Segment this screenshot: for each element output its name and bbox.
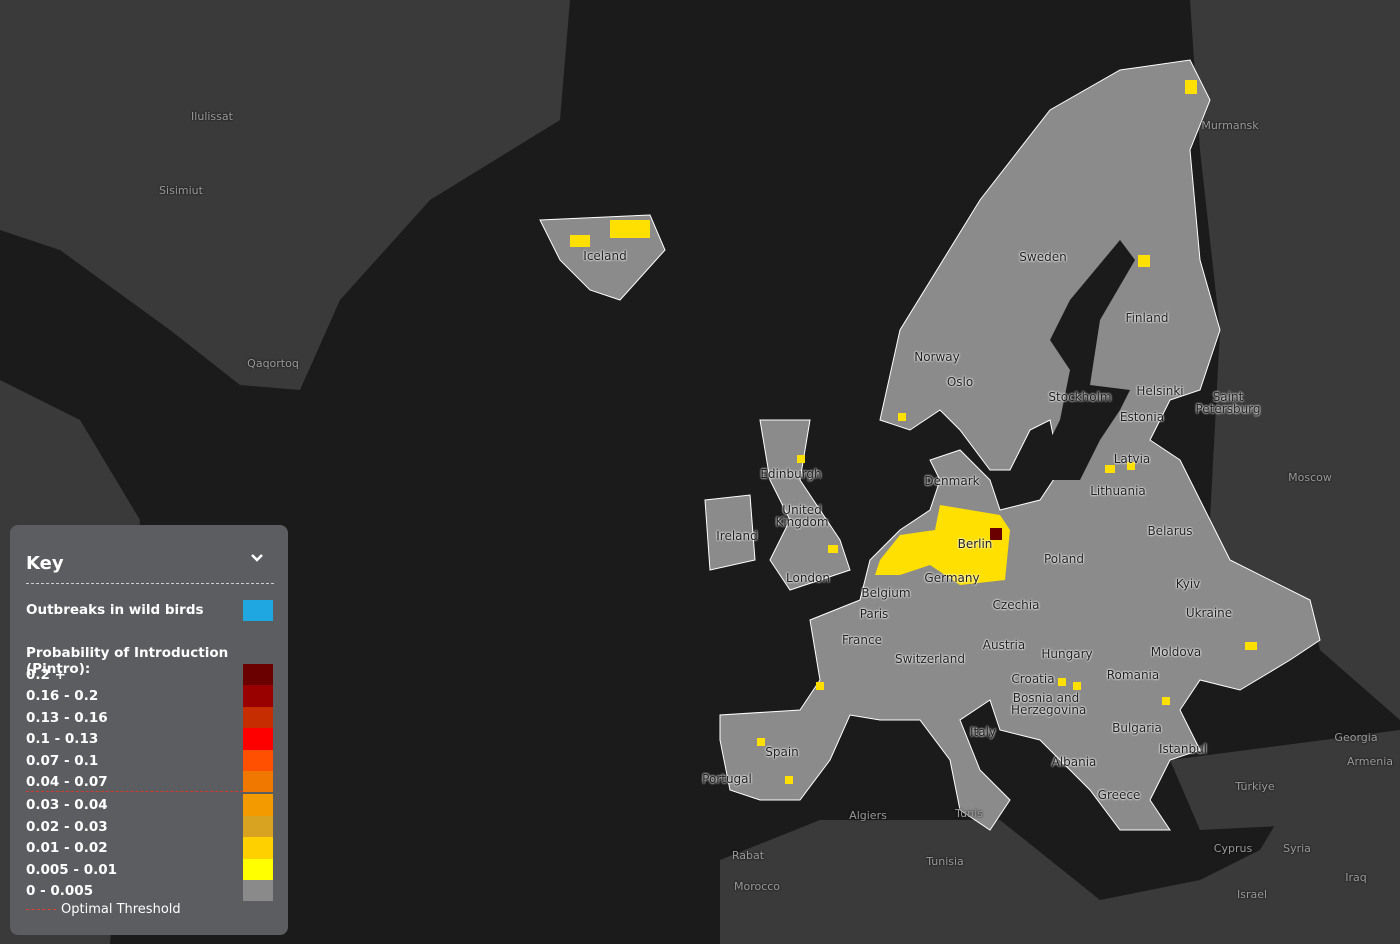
class-swatch bbox=[243, 749, 273, 771]
class-label: 0.01 - 0.02 bbox=[26, 840, 108, 857]
class-swatch bbox=[243, 794, 273, 816]
place-label: Morocco bbox=[733, 880, 781, 893]
place-label: Hungary bbox=[1041, 647, 1093, 661]
class-label: 0.1 - 0.13 bbox=[26, 731, 99, 748]
pintro-cells bbox=[570, 80, 1257, 784]
legend-title: Key bbox=[26, 553, 64, 574]
place-label: Bulgaria bbox=[1112, 721, 1162, 735]
place-label: Latvia bbox=[1113, 452, 1151, 466]
place-label: Croatia bbox=[1011, 672, 1055, 686]
place-label: Berlin bbox=[957, 537, 993, 551]
place-label: Lithuania bbox=[1090, 484, 1146, 498]
place-label: Germany bbox=[924, 571, 980, 585]
class-label: 0.2 + bbox=[26, 667, 66, 683]
place-label: Cyprus bbox=[1213, 842, 1253, 855]
place-label: Iraq bbox=[1345, 871, 1367, 884]
place-label: Algiers bbox=[849, 809, 887, 822]
place-label: Oslo bbox=[946, 375, 974, 389]
place-label: Norway bbox=[914, 350, 960, 364]
place-label: Bosnia and Herzegovina bbox=[1011, 691, 1087, 717]
place-label: Switzerland bbox=[895, 652, 965, 666]
class-label: 0.03 - 0.04 bbox=[26, 797, 108, 814]
seas bbox=[1030, 240, 1135, 480]
place-label: United Kingdom bbox=[775, 503, 829, 529]
place-label: Murmansk bbox=[1201, 119, 1259, 132]
place-label: Belgium bbox=[861, 586, 911, 600]
class-label: 0.04 - 0.07 bbox=[26, 774, 108, 790]
class-swatch bbox=[243, 858, 273, 880]
place-label: Estonia bbox=[1119, 410, 1165, 424]
place-label: Moscow bbox=[1288, 471, 1332, 484]
class-label: 0.16 - 0.2 bbox=[26, 688, 99, 705]
class-swatch bbox=[243, 771, 273, 793]
class-label: 0.005 - 0.01 bbox=[26, 861, 118, 878]
place-label: Saint Petersburg bbox=[1195, 390, 1261, 416]
place-label: Portugal bbox=[702, 772, 752, 786]
place-label: Moldova bbox=[1150, 645, 1202, 659]
place-label: Ireland bbox=[716, 529, 758, 543]
class-swatch bbox=[243, 685, 273, 707]
class-label: 0 - 0.005 bbox=[26, 883, 94, 899]
place-label: Istanbul bbox=[1158, 742, 1208, 756]
threshold-line bbox=[26, 791, 273, 792]
class-swatch bbox=[243, 837, 273, 859]
class-swatch bbox=[243, 815, 273, 838]
place-label: Iceland bbox=[583, 249, 627, 263]
place-label: Italy bbox=[969, 725, 997, 739]
place-label: Tunisia bbox=[926, 855, 964, 868]
collapse-icon[interactable] bbox=[250, 553, 264, 563]
place-label: France bbox=[842, 633, 882, 647]
class-label: 0.02 - 0.03 bbox=[26, 818, 108, 835]
class-swatch bbox=[243, 880, 273, 902]
class-label: 0.13 - 0.16 bbox=[26, 709, 108, 726]
place-label: Kyiv bbox=[1175, 577, 1201, 591]
threshold-label: Optimal Threshold bbox=[26, 902, 181, 917]
place-label: Qaqortoq bbox=[247, 357, 299, 370]
class-swatch bbox=[243, 706, 273, 729]
place-label: Poland bbox=[1043, 552, 1085, 566]
place-label: Belarus bbox=[1147, 524, 1193, 538]
place-label: Edinburgh bbox=[760, 467, 822, 481]
place-label: London bbox=[786, 571, 830, 585]
separator bbox=[26, 583, 274, 584]
place-label: Ilulissat bbox=[191, 110, 233, 123]
place-label: Czechia bbox=[992, 598, 1040, 612]
class-label: 0.07 - 0.1 bbox=[26, 752, 99, 769]
place-label: Sweden bbox=[1019, 250, 1067, 264]
place-label: Georgia bbox=[1334, 731, 1378, 744]
place-label: Helsinki bbox=[1136, 384, 1184, 398]
place-label: Paris bbox=[859, 607, 889, 621]
place-label: Albania bbox=[1051, 755, 1097, 769]
place-label: Greece bbox=[1097, 788, 1141, 802]
place-label: Türkiye bbox=[1235, 780, 1275, 793]
place-label: Romania bbox=[1106, 668, 1160, 682]
class-swatch bbox=[243, 728, 273, 750]
place-label: Tunis bbox=[955, 807, 983, 820]
place-label: Syria bbox=[1283, 842, 1311, 855]
pintro-title: Probability of Introduction (Pintro): bbox=[26, 645, 229, 677]
place-label: Sisimiut bbox=[159, 184, 203, 197]
place-label: Spain bbox=[765, 745, 799, 759]
place-label: Denmark bbox=[924, 474, 980, 488]
threshold-text: Optimal Threshold bbox=[61, 902, 181, 917]
wild-birds-swatch bbox=[243, 600, 273, 621]
wild-birds-label: Outbreaks in wild birds bbox=[26, 602, 204, 618]
legend[interactable]: Key Outbreaks in wild birds Probability … bbox=[10, 525, 288, 935]
place-label: Israel bbox=[1236, 888, 1268, 901]
place-label: Austria bbox=[982, 638, 1026, 652]
place-label: Armenia bbox=[1346, 755, 1394, 768]
class-swatch bbox=[243, 664, 273, 686]
place-label: Rabat bbox=[731, 849, 765, 862]
place-label: Finland bbox=[1125, 311, 1169, 325]
place-label: Stockholm bbox=[1048, 390, 1112, 404]
place-label: Ukraine bbox=[1185, 606, 1233, 620]
